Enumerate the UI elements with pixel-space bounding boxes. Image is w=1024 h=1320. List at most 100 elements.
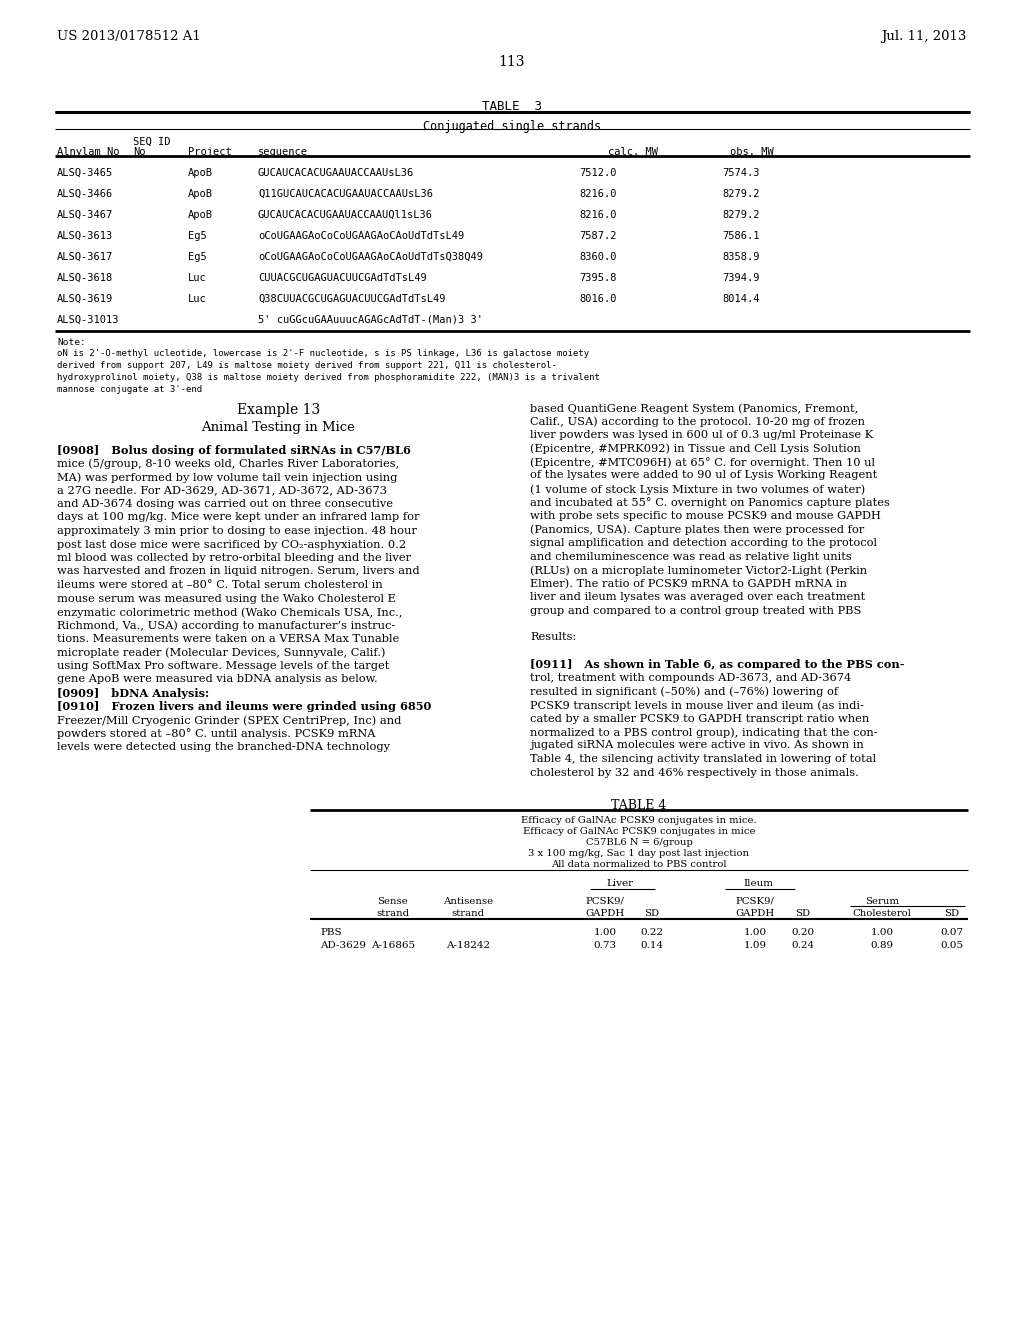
Text: resulted in significant (–50%) and (–76%) lowering of: resulted in significant (–50%) and (–76%… xyxy=(530,686,838,697)
Text: Elmer). The ratio of PCSK9 mRNA to GAPDH mRNA in: Elmer). The ratio of PCSK9 mRNA to GAPDH… xyxy=(530,578,847,589)
Text: normalized to a PBS control group), indicating that the con-: normalized to a PBS control group), indi… xyxy=(530,727,878,738)
Text: Efficacy of GalNAc PCSK9 conjugates in mice: Efficacy of GalNAc PCSK9 conjugates in m… xyxy=(522,828,756,836)
Text: Animal Testing in Mice: Animal Testing in Mice xyxy=(202,421,355,434)
Text: oCoUGAAGAoCoCoUGAAGAoCAoUdTdTsQ38Q49: oCoUGAAGAoCoCoUGAAGAoCAoUdTdTsQ38Q49 xyxy=(258,252,483,261)
Text: Note:: Note: xyxy=(57,338,86,347)
Text: ALSQ-3465: ALSQ-3465 xyxy=(57,168,114,178)
Text: 7394.9: 7394.9 xyxy=(723,273,760,282)
Text: A-16865: A-16865 xyxy=(371,941,415,950)
Text: mouse serum was measured using the Wako Cholesterol E: mouse serum was measured using the Wako … xyxy=(57,594,395,603)
Text: 8279.2: 8279.2 xyxy=(723,189,760,199)
Text: Sense: Sense xyxy=(378,898,409,906)
Text: GUCAUCACACUGAAUACCAAUsL36: GUCAUCACACUGAAUACCAAUsL36 xyxy=(258,168,415,178)
Text: 8216.0: 8216.0 xyxy=(580,210,617,220)
Text: No: No xyxy=(133,147,145,157)
Text: post last dose mice were sacrificed by CO₂-asphyxiation. 0.2: post last dose mice were sacrificed by C… xyxy=(57,540,407,549)
Text: Liver: Liver xyxy=(606,879,634,888)
Text: cholesterol by 32 and 46% respectively in those animals.: cholesterol by 32 and 46% respectively i… xyxy=(530,767,859,777)
Text: calc. MW: calc. MW xyxy=(608,147,658,157)
Text: levels were detected using the branched-DNA technology: levels were detected using the branched-… xyxy=(57,742,390,752)
Text: 3 x 100 mg/kg, Sac 1 day post last injection: 3 x 100 mg/kg, Sac 1 day post last injec… xyxy=(528,849,750,858)
Text: cated by a smaller PCSK9 to GAPDH transcript ratio when: cated by a smaller PCSK9 to GAPDH transc… xyxy=(530,714,869,723)
Text: Richmond, Va., USA) according to manufacturer’s instruc-: Richmond, Va., USA) according to manufac… xyxy=(57,620,395,631)
Text: Conjugated single strands: Conjugated single strands xyxy=(423,120,601,133)
Text: jugated siRNA molecules were active in vivo. As shown in: jugated siRNA molecules were active in v… xyxy=(530,741,864,751)
Text: ALSQ-3618: ALSQ-3618 xyxy=(57,273,114,282)
Text: 0.89: 0.89 xyxy=(870,941,894,950)
Text: based QuantiGene Reagent System (Panomics, Fremont,: based QuantiGene Reagent System (Panomic… xyxy=(530,403,858,413)
Text: (RLUs) on a microplate luminometer Victor2-Light (Perkin: (RLUs) on a microplate luminometer Victo… xyxy=(530,565,867,576)
Text: 7395.8: 7395.8 xyxy=(580,273,617,282)
Text: 0.05: 0.05 xyxy=(940,941,964,950)
Text: using SoftMax Pro software. Message levels of the target: using SoftMax Pro software. Message leve… xyxy=(57,661,389,671)
Text: Eg5: Eg5 xyxy=(188,252,207,261)
Text: 0.20: 0.20 xyxy=(792,928,814,937)
Text: liver and ileum lysates was averaged over each treatment: liver and ileum lysates was averaged ove… xyxy=(530,591,865,602)
Text: GAPDH: GAPDH xyxy=(586,909,625,917)
Text: SD: SD xyxy=(944,909,959,917)
Text: group and compared to a control group treated with PBS: group and compared to a control group tr… xyxy=(530,606,861,615)
Text: Calif., USA) according to the protocol. 10-20 mg of frozen: Calif., USA) according to the protocol. … xyxy=(530,417,865,428)
Text: ALSQ-3619: ALSQ-3619 xyxy=(57,294,114,304)
Text: 0.24: 0.24 xyxy=(792,941,814,950)
Text: oN is 2'-O-methyl ucleotide, lowercase is 2'-F nucleotide, s is PS linkage, L36 : oN is 2'-O-methyl ucleotide, lowercase i… xyxy=(57,348,600,395)
Text: AD-3629: AD-3629 xyxy=(319,941,366,950)
Text: Q38CUUACGCUGAGUACUUCGAdTdTsL49: Q38CUUACGCUGAGUACUUCGAdTdTsL49 xyxy=(258,294,445,304)
Text: 7587.2: 7587.2 xyxy=(580,231,617,242)
Text: GAPDH: GAPDH xyxy=(735,909,774,917)
Text: Results:: Results: xyxy=(530,632,577,643)
Text: 7574.3: 7574.3 xyxy=(723,168,760,178)
Text: gene ApoB were measured via bDNA analysis as below.: gene ApoB were measured via bDNA analysi… xyxy=(57,675,378,685)
Text: PCSK9/: PCSK9/ xyxy=(586,898,625,906)
Text: ALSQ-3467: ALSQ-3467 xyxy=(57,210,114,220)
Text: 0.14: 0.14 xyxy=(640,941,664,950)
Text: Jul. 11, 2013: Jul. 11, 2013 xyxy=(882,30,967,44)
Text: ALSQ-31013: ALSQ-31013 xyxy=(57,315,120,325)
Text: Efficacy of GalNAc PCSK9 conjugates in mice.: Efficacy of GalNAc PCSK9 conjugates in m… xyxy=(521,816,757,825)
Text: and chemiluminescence was read as relative light units: and chemiluminescence was read as relati… xyxy=(530,552,852,561)
Text: ALSQ-3466: ALSQ-3466 xyxy=(57,189,114,199)
Text: Luc: Luc xyxy=(188,294,207,304)
Text: Antisense: Antisense xyxy=(443,898,494,906)
Text: and AD-3674 dosing was carried out on three consecutive: and AD-3674 dosing was carried out on th… xyxy=(57,499,393,510)
Text: enzymatic colorimetric method (Wako Chemicals USA, Inc.,: enzymatic colorimetric method (Wako Chem… xyxy=(57,607,402,618)
Text: 8358.9: 8358.9 xyxy=(723,252,760,261)
Text: powders stored at –80° C. until analysis. PCSK9 mRNA: powders stored at –80° C. until analysis… xyxy=(57,729,376,739)
Text: strand: strand xyxy=(377,909,410,917)
Text: C57BL6 N = 6/group: C57BL6 N = 6/group xyxy=(586,838,692,847)
Text: Project: Project xyxy=(188,147,231,157)
Text: GUCAUCACACUGAAUACCAAUQl1sL36: GUCAUCACACUGAAUACCAAUQl1sL36 xyxy=(258,210,433,220)
Text: sequence: sequence xyxy=(258,147,308,157)
Text: 1.09: 1.09 xyxy=(743,941,767,950)
Text: (Panomics, USA). Capture plates then were processed for: (Panomics, USA). Capture plates then wer… xyxy=(530,524,864,535)
Text: SEQ ID: SEQ ID xyxy=(133,137,171,147)
Text: ApoB: ApoB xyxy=(188,210,213,220)
Text: 7586.1: 7586.1 xyxy=(723,231,760,242)
Text: A-18242: A-18242 xyxy=(445,941,490,950)
Text: CUUACGCUGAGUACUUCGAdTdTsL49: CUUACGCUGAGUACUUCGAdTdTsL49 xyxy=(258,273,427,282)
Text: PCSK9/: PCSK9/ xyxy=(735,898,774,906)
Text: mice (5/group, 8-10 weeks old, Charles River Laboratories,: mice (5/group, 8-10 weeks old, Charles R… xyxy=(57,458,399,469)
Text: approximately 3 min prior to dosing to ease injection. 48 hour: approximately 3 min prior to dosing to e… xyxy=(57,525,417,536)
Text: signal amplification and detection according to the protocol: signal amplification and detection accor… xyxy=(530,539,877,548)
Text: All data normalized to PBS control: All data normalized to PBS control xyxy=(551,861,727,869)
Text: days at 100 mg/kg. Mice were kept under an infrared lamp for: days at 100 mg/kg. Mice were kept under … xyxy=(57,512,420,523)
Text: [0911]   As shown in Table 6, as compared to the PBS con-: [0911] As shown in Table 6, as compared … xyxy=(530,660,904,671)
Text: SD: SD xyxy=(796,909,811,917)
Text: liver powders was lysed in 600 ul of 0.3 ug/ml Proteinase K: liver powders was lysed in 600 ul of 0.3… xyxy=(530,430,873,440)
Text: 0.07: 0.07 xyxy=(940,928,964,937)
Text: Ileum: Ileum xyxy=(743,879,773,888)
Text: was harvested and frozen in liquid nitrogen. Serum, livers and: was harvested and frozen in liquid nitro… xyxy=(57,566,420,577)
Text: 8360.0: 8360.0 xyxy=(580,252,617,261)
Text: 8014.4: 8014.4 xyxy=(723,294,760,304)
Text: oCoUGAAGAoCoCoUGAAGAoCAoUdTdTsL49: oCoUGAAGAoCoCoUGAAGAoCAoUdTdTsL49 xyxy=(258,231,464,242)
Text: 0.22: 0.22 xyxy=(640,928,664,937)
Text: ml blood was collected by retro-orbital bleeding and the liver: ml blood was collected by retro-orbital … xyxy=(57,553,411,564)
Text: PBS: PBS xyxy=(319,928,342,937)
Text: Luc: Luc xyxy=(188,273,207,282)
Text: strand: strand xyxy=(452,909,484,917)
Text: 8016.0: 8016.0 xyxy=(580,294,617,304)
Text: SD: SD xyxy=(644,909,659,917)
Text: 7512.0: 7512.0 xyxy=(580,168,617,178)
Text: trol, treatment with compounds AD-3673, and AD-3674: trol, treatment with compounds AD-3673, … xyxy=(530,673,851,682)
